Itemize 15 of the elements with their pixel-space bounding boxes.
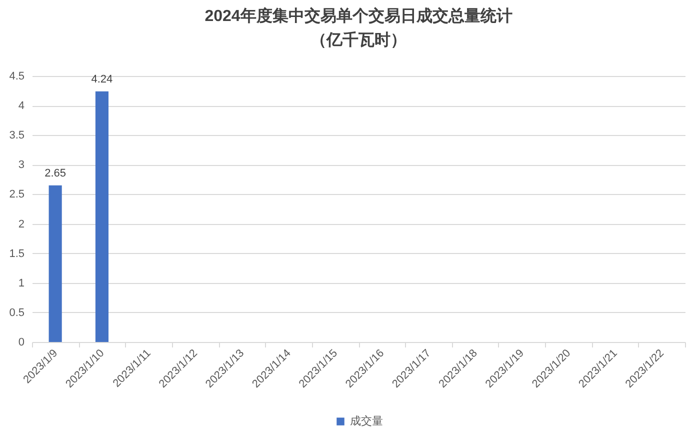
y-tick-label: 1.5 (9, 248, 24, 260)
y-tick-label: 3.5 (9, 130, 24, 142)
data-label: 2.65 (44, 167, 66, 180)
chart-title: 2024年度集中交易单个交易日成交总量统计 (204, 6, 512, 25)
legend-label: 成交量 (350, 414, 383, 428)
chart-subtitle: （亿千瓦时） (310, 31, 406, 49)
y-tick-label: 0.5 (9, 306, 24, 319)
y-tick-label: 1 (18, 277, 24, 290)
y-tick-label: 2 (18, 218, 24, 230)
y-tick-label: 0 (18, 336, 24, 348)
data-label: 4.24 (91, 73, 113, 86)
y-tick-label: 2.5 (9, 188, 24, 201)
y-tick-label: 3 (18, 159, 24, 172)
y-tick-label: 4.5 (9, 70, 24, 82)
y-tick-label: 4 (18, 100, 24, 112)
